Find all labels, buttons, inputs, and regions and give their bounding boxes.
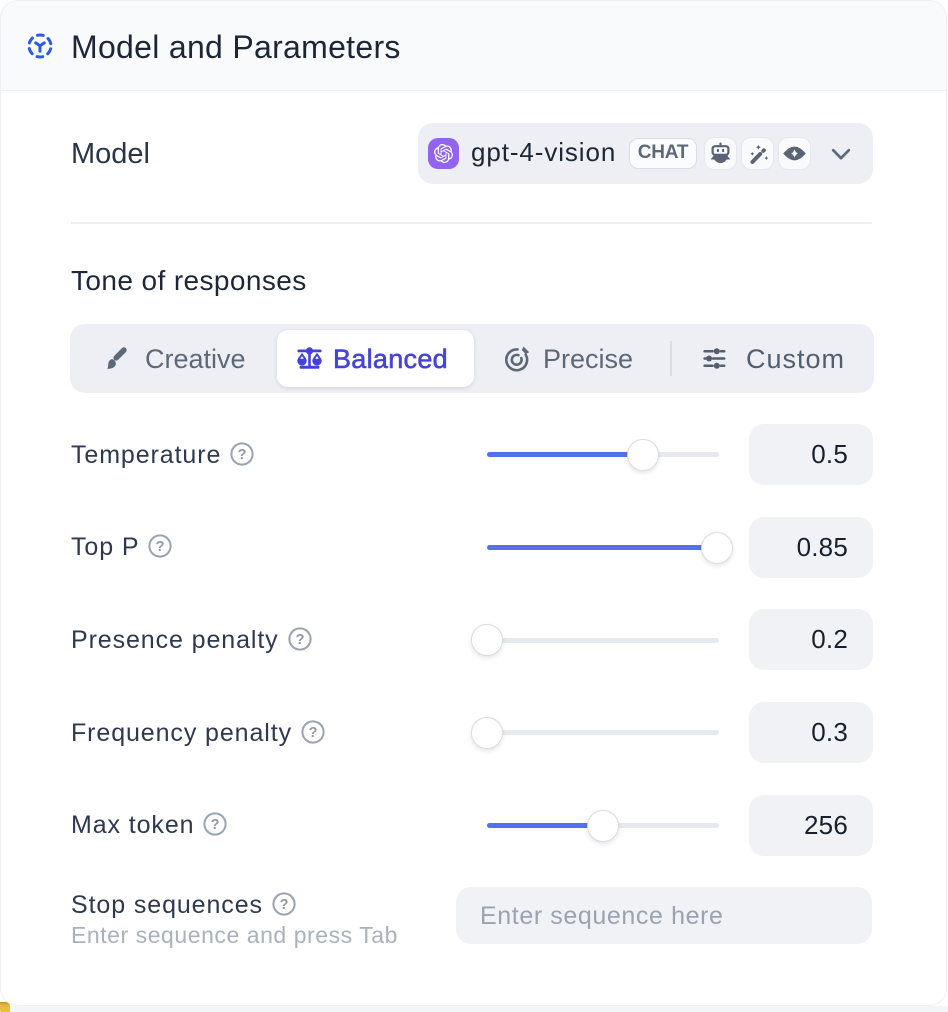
svg-text:?: ? [156,539,165,555]
svg-text:?: ? [211,817,220,833]
svg-text:?: ? [238,447,247,463]
svg-text:?: ? [295,632,304,648]
svg-text:?: ? [309,725,318,741]
svg-text:?: ? [279,897,288,913]
